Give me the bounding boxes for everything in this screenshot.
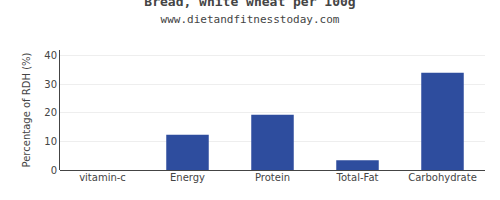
svg-text:20: 20	[44, 107, 57, 118]
svg-text:vitamin-c: vitamin-c	[79, 172, 126, 183]
svg-text:Energy: Energy	[170, 172, 205, 183]
svg-text:Protein: Protein	[255, 172, 290, 183]
svg-text:10: 10	[44, 136, 57, 147]
svg-text:0: 0	[51, 165, 57, 176]
svg-text:Percentage of RDH (%): Percentage of RDH (%)	[21, 52, 32, 167]
svg-text:40: 40	[44, 50, 57, 61]
svg-text:Total-Fat: Total-Fat	[336, 172, 379, 183]
svg-text:30: 30	[44, 79, 57, 90]
svg-text:Carbohydrate: Carbohydrate	[408, 172, 477, 183]
svg-text:Bread, white wheat per 100gwww: Bread, white wheat per 100gwww.dietandfi…	[144, 0, 355, 26]
